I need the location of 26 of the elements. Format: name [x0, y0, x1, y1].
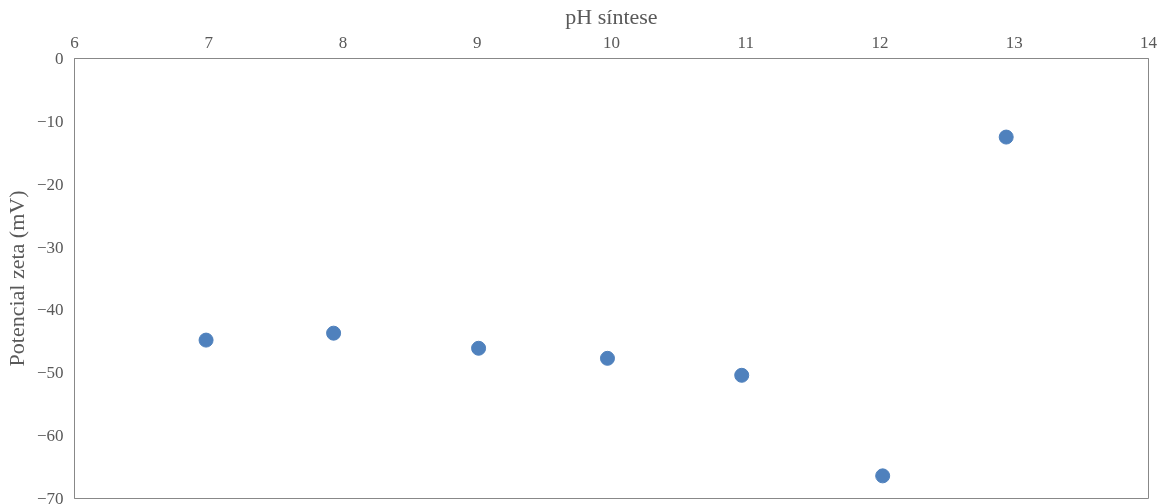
point: [998, 129, 1014, 145]
x-tick-label: 6: [70, 32, 79, 52]
point: [471, 340, 487, 356]
point: [875, 468, 891, 484]
x-tick-label: 10: [603, 32, 620, 52]
x-tick-label: 7: [204, 32, 214, 52]
x-tick-label: 12: [871, 32, 889, 52]
point: [599, 350, 615, 366]
y-tick-label: −70: [36, 489, 64, 504]
point: [326, 325, 342, 341]
y-tick-label: −60: [36, 426, 64, 446]
x-tick-label: 14: [1140, 32, 1158, 52]
y-tick-label: −50: [36, 363, 64, 383]
y-tick-label: −30: [36, 237, 64, 257]
point: [198, 332, 214, 348]
point: [734, 367, 750, 383]
x-axis-title: pH síntese: [565, 3, 658, 29]
y-tick-label: −20: [36, 174, 64, 194]
x-tick-label: 9: [473, 32, 482, 52]
x-tick-label: 13: [1005, 32, 1023, 52]
y-tick-label: −40: [36, 300, 64, 320]
x-tick-label: 8: [338, 32, 348, 52]
y-axis-title: Potencial zeta (mV): [3, 190, 29, 367]
y-tick-label: −10: [36, 111, 64, 131]
y-tick-label: 0: [55, 49, 64, 68]
x-tick-label: 11: [737, 32, 754, 52]
